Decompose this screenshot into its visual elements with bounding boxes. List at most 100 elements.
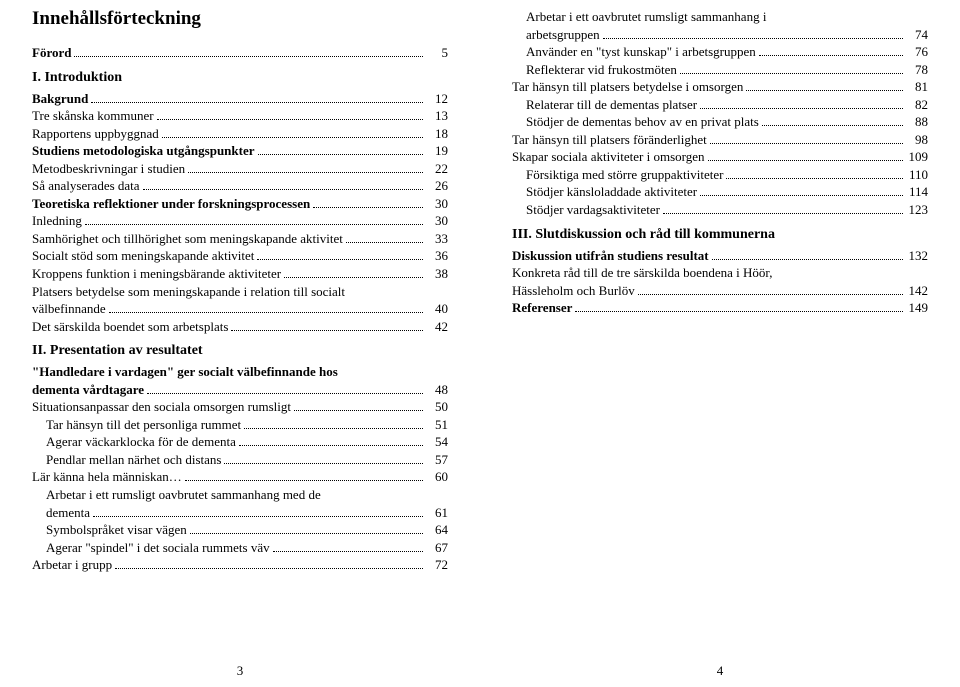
- right-page: Arbetar i ett oavbrutet rumsligt sammanh…: [480, 0, 960, 687]
- section-heading: I. Introduktion: [32, 70, 448, 86]
- toc-leader-dots: [188, 172, 423, 173]
- toc-leader-dots: [746, 90, 903, 91]
- toc-entry: Tar hänsyn till platsers betydelse i oms…: [512, 78, 928, 96]
- toc-label: Symbolspråket visar vägen: [46, 521, 187, 539]
- toc-entry: Det särskilda boendet som arbetsplats42: [32, 318, 448, 336]
- toc-label: Relaterar till de dementas platser: [526, 96, 697, 114]
- toc-label: Konkreta råd till de tre särskilda boend…: [512, 264, 772, 282]
- toc-label: Förord: [32, 44, 71, 62]
- toc-label: Försiktiga med större gruppaktiviteter: [526, 166, 723, 184]
- toc-page: 72: [426, 556, 448, 574]
- toc-entry: Agerar "spindel" i det sociala rummets v…: [32, 539, 448, 557]
- toc-label: Tar hänsyn till platsers betydelse i oms…: [512, 78, 743, 96]
- right-toc-body: Arbetar i ett oavbrutet rumsligt sammanh…: [512, 8, 928, 317]
- toc-entry: Platsers betydelse som meningskapande i …: [32, 283, 448, 301]
- toc-page: 54: [426, 433, 448, 451]
- toc-leader-dots: [700, 108, 903, 109]
- toc-page: 50: [426, 398, 448, 416]
- toc-entry: Teoretiska reflektioner under forsknings…: [32, 195, 448, 213]
- toc-leader-dots: [710, 143, 903, 144]
- toc-label: Studiens metodologiska utgångspunkter: [32, 142, 255, 160]
- toc-label: Platsers betydelse som meningskapande i …: [32, 283, 345, 301]
- toc-leader-dots: [726, 178, 903, 179]
- toc-label: Agerar "spindel" i det sociala rummets v…: [46, 539, 270, 557]
- toc-leader-dots: [224, 463, 423, 464]
- toc-entry: Så analyserades data 26: [32, 177, 448, 195]
- toc-entry: Diskussion utifrån studiens resultat132: [512, 247, 928, 265]
- toc-entry: Symbolspråket visar vägen 64: [32, 521, 448, 539]
- toc-leader-dots: [762, 125, 903, 126]
- toc-leader-dots: [700, 195, 903, 196]
- toc-leader-dots: [284, 277, 423, 278]
- toc-entry: Arbetar i ett oavbrutet rumsligt sammanh…: [512, 8, 928, 26]
- toc-label: Så analyserades data: [32, 177, 140, 195]
- toc-leader-dots: [257, 259, 423, 260]
- toc-entry: Hässleholm och Burlöv142: [512, 282, 928, 300]
- toc-entry: dementa vårdtagare48: [32, 381, 448, 399]
- toc-page: 142: [906, 282, 928, 300]
- toc-entry: Reflekterar vid frukostmöten 78: [512, 61, 928, 79]
- toc-label: Socialt stöd som meningskapande aktivite…: [32, 247, 254, 265]
- toc-label: Stödjer känsloladdade aktiviteter: [526, 183, 697, 201]
- toc-page: 26: [426, 177, 448, 195]
- toc-entry: Skapar sociala aktiviteter i omsorgen109: [512, 148, 928, 166]
- toc-entry: Socialt stöd som meningskapande aktivite…: [32, 247, 448, 265]
- toc-leader-dots: [239, 445, 423, 446]
- toc-leader-dots: [85, 224, 423, 225]
- toc-entry: Bakgrund12: [32, 90, 448, 108]
- toc-page: 123: [906, 201, 928, 219]
- toc-label: Tar hänsyn till det personliga rummet: [46, 416, 241, 434]
- toc-label: Lär känna hela människan…: [32, 468, 182, 486]
- toc-page: 82: [906, 96, 928, 114]
- toc-label: Reflekterar vid frukostmöten: [526, 61, 677, 79]
- toc-leader-dots: [162, 137, 423, 138]
- toc-page: 38: [426, 265, 448, 283]
- toc-page: 74: [906, 26, 928, 44]
- toc-label: Metodbeskrivningar i studien: [32, 160, 185, 178]
- toc-page: 76: [906, 43, 928, 61]
- toc-entry: Kroppens funktion i meningsbärande aktiv…: [32, 265, 448, 283]
- toc-page: 12: [426, 90, 448, 108]
- toc-label: Kroppens funktion i meningsbärande aktiv…: [32, 265, 281, 283]
- toc-page: 51: [426, 416, 448, 434]
- toc-leader-dots: [346, 242, 423, 243]
- toc-entry: Försiktiga med större gruppaktiviteter11…: [512, 166, 928, 184]
- toc-label: "Handledare i vardagen" ger socialt välb…: [32, 363, 338, 381]
- toc-label: Det särskilda boendet som arbetsplats: [32, 318, 228, 336]
- toc-label: dementa vårdtagare: [32, 381, 144, 399]
- toc-leader-dots: [603, 38, 903, 39]
- toc-entry: Studiens metodologiska utgångspunkter 19: [32, 142, 448, 160]
- toc-leader-dots: [93, 516, 423, 517]
- toc-leader-dots: [109, 312, 423, 313]
- toc-label: Diskussion utifrån studiens resultat: [512, 247, 709, 265]
- section-heading: II. Presentation av resultatet: [32, 343, 448, 359]
- toc-leader-dots: [638, 294, 903, 295]
- toc-entry: Inledning30: [32, 212, 448, 230]
- toc-entry: "Handledare i vardagen" ger socialt välb…: [32, 363, 448, 381]
- toc-leader-dots: [185, 480, 423, 481]
- toc-page: 67: [426, 539, 448, 557]
- toc-page: 64: [426, 521, 448, 539]
- toc-leader-dots: [231, 330, 423, 331]
- toc-page: 61: [426, 504, 448, 522]
- toc-label: Arbetar i ett oavbrutet rumsligt sammanh…: [526, 8, 766, 26]
- toc-entry: Använder en "tyst kunskap" i arbetsgrupp…: [512, 43, 928, 61]
- toc-leader-dots: [313, 207, 423, 208]
- toc-leader-dots: [759, 55, 903, 56]
- toc-label: välbefinnande: [32, 300, 106, 318]
- toc-entry: Agerar väckarklocka för de dementa54: [32, 433, 448, 451]
- toc-page: 81: [906, 78, 928, 96]
- toc-entry: Relaterar till de dementas platser 82: [512, 96, 928, 114]
- toc-entry: arbetsgruppen74: [512, 26, 928, 44]
- toc-leader-dots: [708, 160, 903, 161]
- toc-label: Tar hänsyn till platsers föränderlighet: [512, 131, 707, 149]
- toc-leader-dots: [91, 102, 423, 103]
- right-page-number: 4: [512, 639, 928, 679]
- toc-page: 78: [906, 61, 928, 79]
- toc-page: 30: [426, 195, 448, 213]
- toc-label: Samhörighet och tillhörighet som menings…: [32, 230, 343, 248]
- toc-page: 60: [426, 468, 448, 486]
- toc-label: Arbetar i ett rumsligt oavbrutet sammanh…: [46, 486, 321, 504]
- toc-page: 5: [426, 44, 448, 62]
- toc-page: 19: [426, 142, 448, 160]
